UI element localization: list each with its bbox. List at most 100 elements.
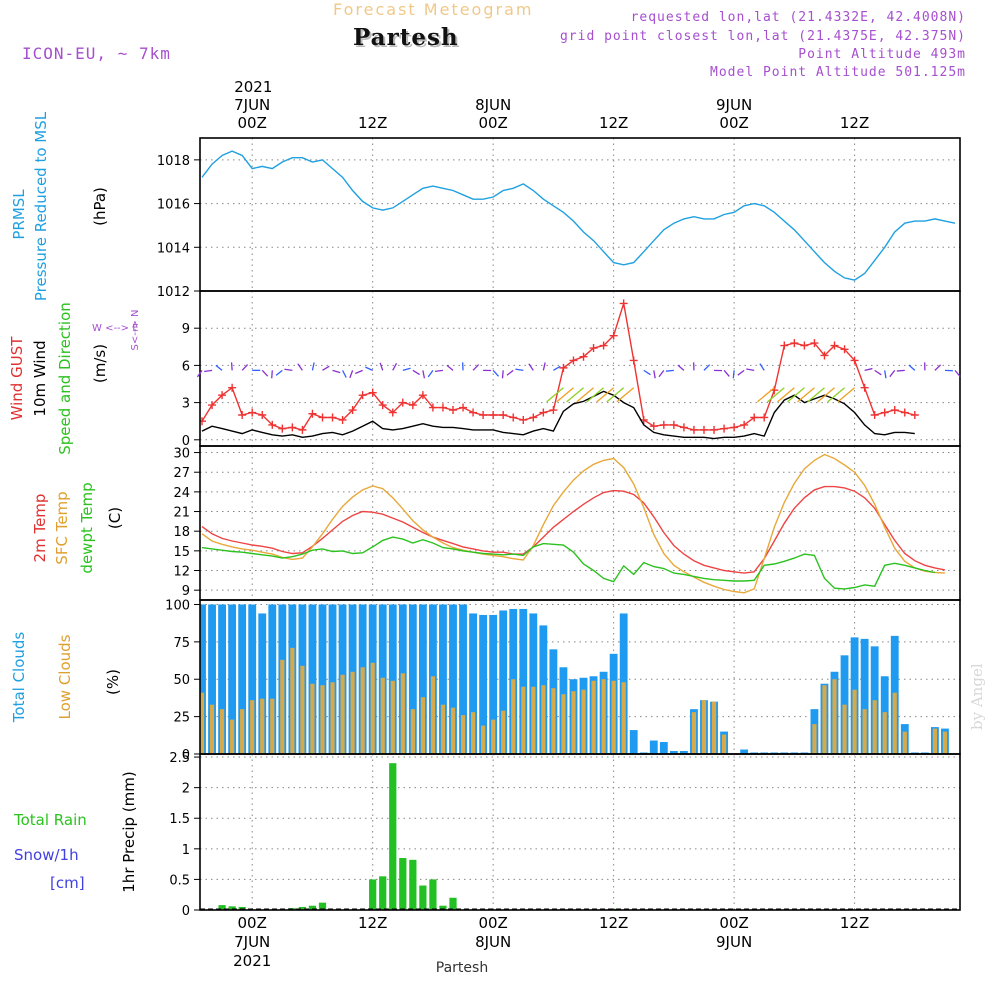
wind-arrow [349, 370, 354, 379]
temperature-series-line [201, 485, 946, 574]
wind-arrow [506, 369, 514, 376]
wind-arrow [492, 369, 499, 377]
wind-arrow [807, 387, 825, 403]
total-cloud-bar [449, 604, 457, 754]
wind-arrow [596, 387, 615, 403]
wind-point [338, 415, 347, 424]
snow-side-label: Snow/1h [14, 846, 79, 864]
low-cloud-bar [721, 734, 727, 754]
wind-arrow [341, 370, 347, 378]
total-cloud-bar [649, 740, 658, 754]
pressure-ytick-label: 1016 [157, 198, 190, 213]
total-cloud-bar [318, 604, 327, 754]
wind-point [208, 401, 217, 410]
low-cloud-bar [420, 697, 425, 754]
low-cloud-bar [320, 685, 325, 754]
wind-arrow [653, 370, 656, 379]
wind-ytick-label: 6 [182, 359, 190, 374]
wind-point [579, 352, 588, 361]
cloud-label: Low Clouds [56, 634, 74, 719]
wind-arrow [311, 362, 315, 371]
wind-arrow [427, 369, 434, 378]
wind-point [308, 409, 317, 418]
total-cloud-bar [268, 604, 277, 754]
wind-point [860, 383, 869, 392]
low-cloud-bar [280, 659, 285, 754]
low-cloud-bar [561, 694, 566, 754]
wind-point [609, 331, 618, 340]
wind-arrow [553, 365, 561, 371]
wind-arrow [261, 369, 269, 377]
wind-point [238, 411, 247, 419]
wind-arrow [864, 367, 873, 371]
wind-arrow [954, 369, 961, 377]
low-cloud-bar [892, 692, 897, 754]
total-cloud-bar [669, 751, 678, 754]
low-cloud-bar [571, 691, 576, 754]
wind-point [228, 383, 237, 392]
temperature-marks [201, 453, 946, 594]
wind-point [529, 413, 538, 422]
wind-point [599, 341, 608, 350]
total-cloud-bar [418, 604, 427, 754]
low-cloud-bar [611, 680, 616, 754]
temp-unit: (C) [106, 507, 124, 529]
rain-bar [298, 906, 307, 910]
total-cloud-bar [679, 751, 688, 754]
clouds-marks [200, 604, 949, 754]
wind-arrow [355, 369, 363, 375]
wind-point [790, 339, 799, 348]
wind-point [780, 341, 789, 350]
wind-ytick-label: 3 [182, 397, 190, 412]
model-altitude: Model Point Altitude 501.125m [710, 65, 966, 80]
pressure-panel [194, 137, 961, 292]
low-cloud-bar [942, 731, 948, 754]
wind-arrow [434, 369, 444, 372]
wind-arrow [297, 363, 303, 371]
rain-bar [419, 885, 427, 910]
low-cloud-bar [882, 712, 887, 754]
wind-arrow [732, 370, 735, 379]
wind-point [268, 420, 277, 429]
time-hour-bottom: 00Z [478, 914, 507, 932]
wind-arrow [392, 362, 398, 371]
total-cloud-bar [499, 610, 508, 754]
wind-arrow [241, 364, 249, 371]
wind-point [830, 341, 839, 350]
wind-point [378, 401, 387, 410]
total-cloud-bar [840, 655, 849, 754]
temperature-ytick-label: 30 [173, 447, 190, 462]
total-cloud-bar [519, 608, 528, 754]
wind-point [810, 339, 819, 348]
cloud-label: Total Clouds [10, 632, 28, 724]
total-cloud-bar [388, 604, 397, 754]
wind-point [840, 345, 849, 354]
wind-point [549, 406, 558, 415]
low-cloud-bar [260, 698, 265, 754]
wind-arrow [566, 387, 584, 403]
low-cloud-bar [501, 710, 506, 754]
precip-marks [218, 763, 618, 910]
pressure-marks [201, 150, 956, 281]
total-cloud-bar [459, 604, 467, 754]
wind-arrow [643, 369, 651, 376]
wind-arrow [412, 369, 420, 376]
low-cloud-bar [270, 698, 275, 754]
low-cloud-bar [450, 707, 456, 754]
total-cloud-bar [489, 614, 498, 754]
temp-label: 2m Temp [31, 494, 49, 563]
precip-ytick-label: 0 [182, 904, 190, 919]
low-cloud-bar [410, 709, 415, 754]
wind-point [619, 299, 628, 308]
low-cloud-bar [621, 682, 626, 754]
wind-marks [200, 299, 919, 440]
wind-arrow [515, 368, 524, 372]
time-hour-bottom: 00Z [238, 914, 267, 932]
low-cloud-bar [591, 680, 596, 754]
time-hour-bottom: 00Z [719, 914, 748, 932]
time-hour-top: 00Z [238, 114, 267, 132]
wind-arrow [777, 387, 795, 403]
wind-point [459, 403, 468, 412]
wind-arrow [737, 369, 745, 376]
